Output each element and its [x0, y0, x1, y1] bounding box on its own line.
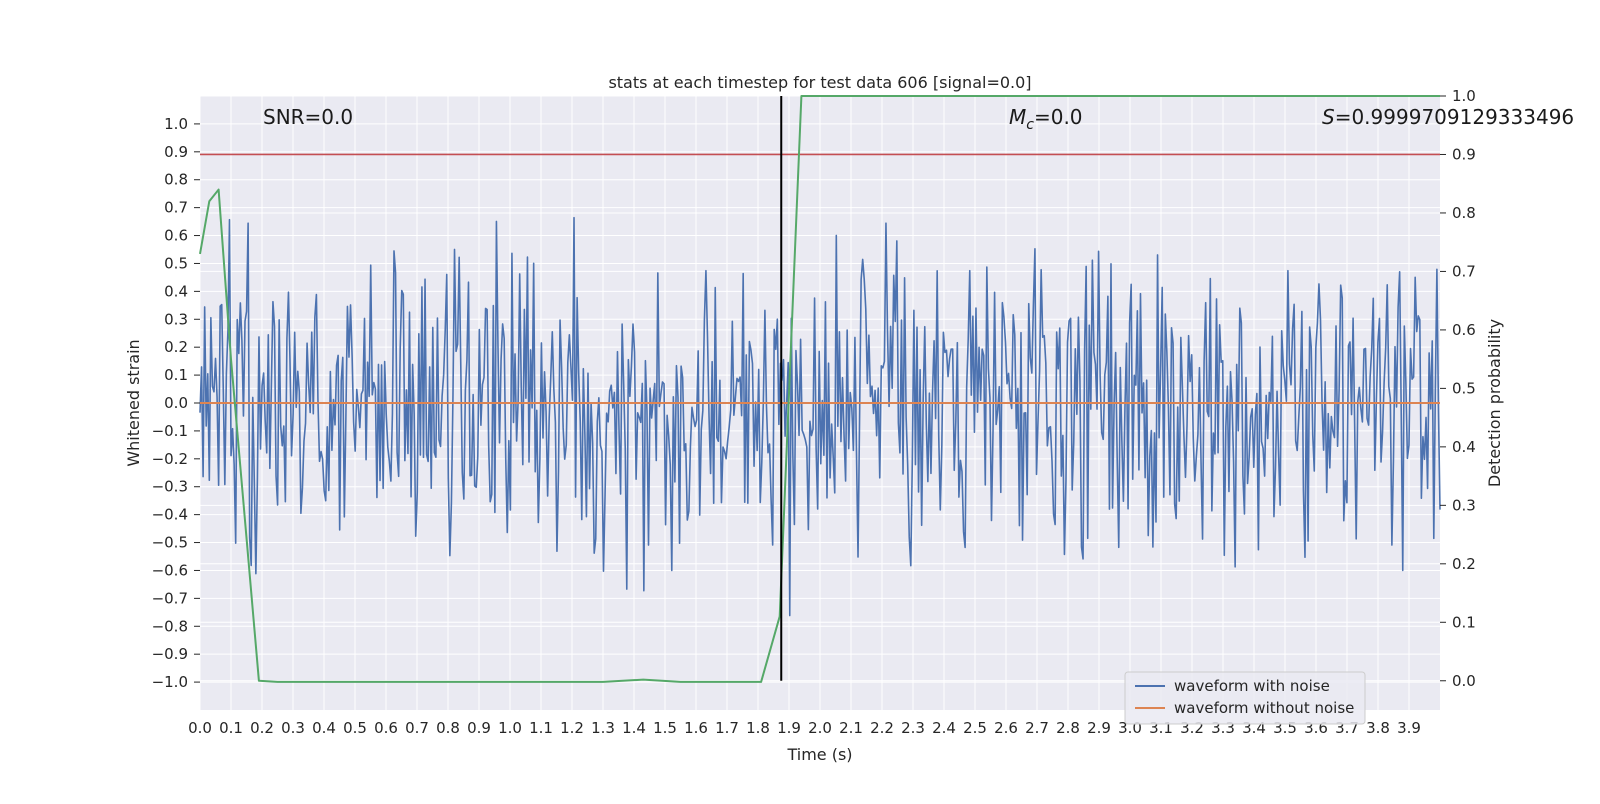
chirp-mass-annotation: Mc=0.0 [1009, 105, 1083, 133]
x-tick-label: 2.8 [1056, 719, 1080, 737]
x-tick-label: 1.3 [591, 719, 615, 737]
y-tick-label: −0.5 [152, 534, 188, 552]
y-tick-label: −0.6 [152, 561, 188, 579]
y2-tick-labels: 1.0 0.9 0.8 0.7 0.6 0.5 0.4 0.3 0.2 0.1 0.0 [1440, 87, 1476, 690]
y2-tick-label: 0.7 [1452, 262, 1476, 280]
x-tick-label: 2.0 [808, 719, 832, 737]
y-axis-label: Whitened strain [124, 339, 143, 466]
x-tick-label: 1.5 [653, 719, 677, 737]
y-tick-label: 1.0 [164, 115, 188, 133]
y-tick-label: −0.7 [152, 589, 188, 607]
x-tick-label: 1.8 [746, 719, 770, 737]
x-tick-label: 0.2 [250, 719, 274, 737]
y2-tick-label: 0.5 [1452, 379, 1476, 397]
y2-axis-label: Detection probability [1485, 319, 1504, 487]
y2-tick-label: 0.2 [1452, 555, 1476, 573]
legend-box [1124, 671, 1366, 725]
x-tick-label: 0.4 [312, 719, 336, 737]
score-symbol: S [1322, 105, 1335, 129]
chirp-mass-subscript: c [1026, 117, 1034, 133]
y2-tick-label: 0.9 [1452, 145, 1476, 163]
y2-tick-label: 0.4 [1452, 438, 1476, 456]
y2-tick-label: 0.8 [1452, 204, 1476, 222]
x-axis-label: Time (s) [786, 745, 852, 764]
chirp-mass-symbol: M [1009, 105, 1026, 129]
noise-line [199, 216, 1441, 617]
y-tick-label: 0.1 [164, 366, 188, 384]
y-tick-label: −0.1 [152, 422, 188, 440]
x-tick-label: 2.6 [994, 719, 1018, 737]
x-tick-label: 0.5 [343, 719, 367, 737]
y-tick-label: −0.2 [152, 450, 188, 468]
series-waveform-with-noise [199, 216, 1441, 617]
series-detection-probability [199, 95, 1440, 683]
x-tick-label: 1.9 [777, 719, 801, 737]
x-tick-label: 1.2 [560, 719, 584, 737]
legend-label-clean: waveform without noise [1174, 699, 1354, 717]
x-tick-label: 1.4 [622, 719, 646, 737]
x-tick-label: 1.0 [498, 719, 522, 737]
score-annotation: S=0.9999709129333496 [1322, 105, 1574, 129]
x-tick-label: 2.4 [932, 719, 956, 737]
y2-tick-label: 0.3 [1452, 496, 1476, 514]
legend-label-noise: waveform with noise [1174, 677, 1330, 695]
y-tick-label: 0.0 [164, 394, 188, 412]
x-tick-label: 0.1 [219, 719, 243, 737]
x-tick-label: 2.3 [901, 719, 925, 737]
y-tick-label: 0.4 [164, 282, 188, 300]
x-tick-label: 0.0 [188, 719, 212, 737]
x-tick-label: 2.5 [963, 719, 987, 737]
x-tick-label: 1.6 [684, 719, 708, 737]
y-tick-label: −1.0 [152, 673, 188, 691]
y-tick-label: 0.2 [164, 338, 188, 356]
x-tick-label: 2.2 [870, 719, 894, 737]
y-tick-label: −0.8 [152, 617, 188, 635]
x-tick-label: 0.7 [405, 719, 429, 737]
legend: waveform with noise waveform without noi… [1124, 671, 1366, 725]
y-tick-label: 0.6 [164, 227, 188, 245]
x-tick-label: 2.7 [1025, 719, 1049, 737]
x-tick-label: 0.9 [467, 719, 491, 737]
y-tick-label: 0.3 [164, 310, 188, 328]
y2-tick-label: 0.1 [1452, 613, 1476, 631]
chart-title: stats at each timestep for test data 606… [608, 73, 1031, 92]
probability-line [199, 95, 1440, 683]
x-tick-label: 2.9 [1087, 719, 1111, 737]
y2-tick-label: 0.6 [1452, 321, 1476, 339]
y-tick-labels: 1.0 0.9 0.8 0.7 0.6 0.5 0.4 0.3 0.2 0.1 0.0 −0.1 −0.… [152, 115, 200, 691]
chirp-mass-value: =0.0 [1034, 105, 1083, 129]
x-tick-label: 0.8 [436, 719, 460, 737]
y-tick-label: 0.5 [164, 254, 188, 272]
y-tick-label: −0.9 [152, 645, 188, 663]
score-value: =0.9999709129333496 [1335, 105, 1574, 129]
x-tick-label: 0.3 [281, 719, 305, 737]
snr-annotation: SNR=0.0 [263, 105, 353, 129]
x-tick-label: 3.8 [1366, 719, 1390, 737]
x-tick-label: 0.6 [374, 719, 398, 737]
x-tick-label: 2.1 [839, 719, 863, 737]
x-tick-label: 1.7 [715, 719, 739, 737]
x-tick-label: 1.1 [529, 719, 553, 737]
y-tick-label: −0.4 [152, 506, 188, 524]
y-tick-label: 0.9 [164, 143, 188, 161]
x-tick-label: 3.9 [1397, 719, 1421, 737]
y2-tick-label: 0.0 [1452, 672, 1476, 690]
y2-tick-label: 1.0 [1452, 87, 1476, 105]
y-tick-label: 0.8 [164, 171, 188, 189]
y-tick-label: 0.7 [164, 199, 188, 217]
y-tick-label: −0.3 [152, 478, 188, 496]
